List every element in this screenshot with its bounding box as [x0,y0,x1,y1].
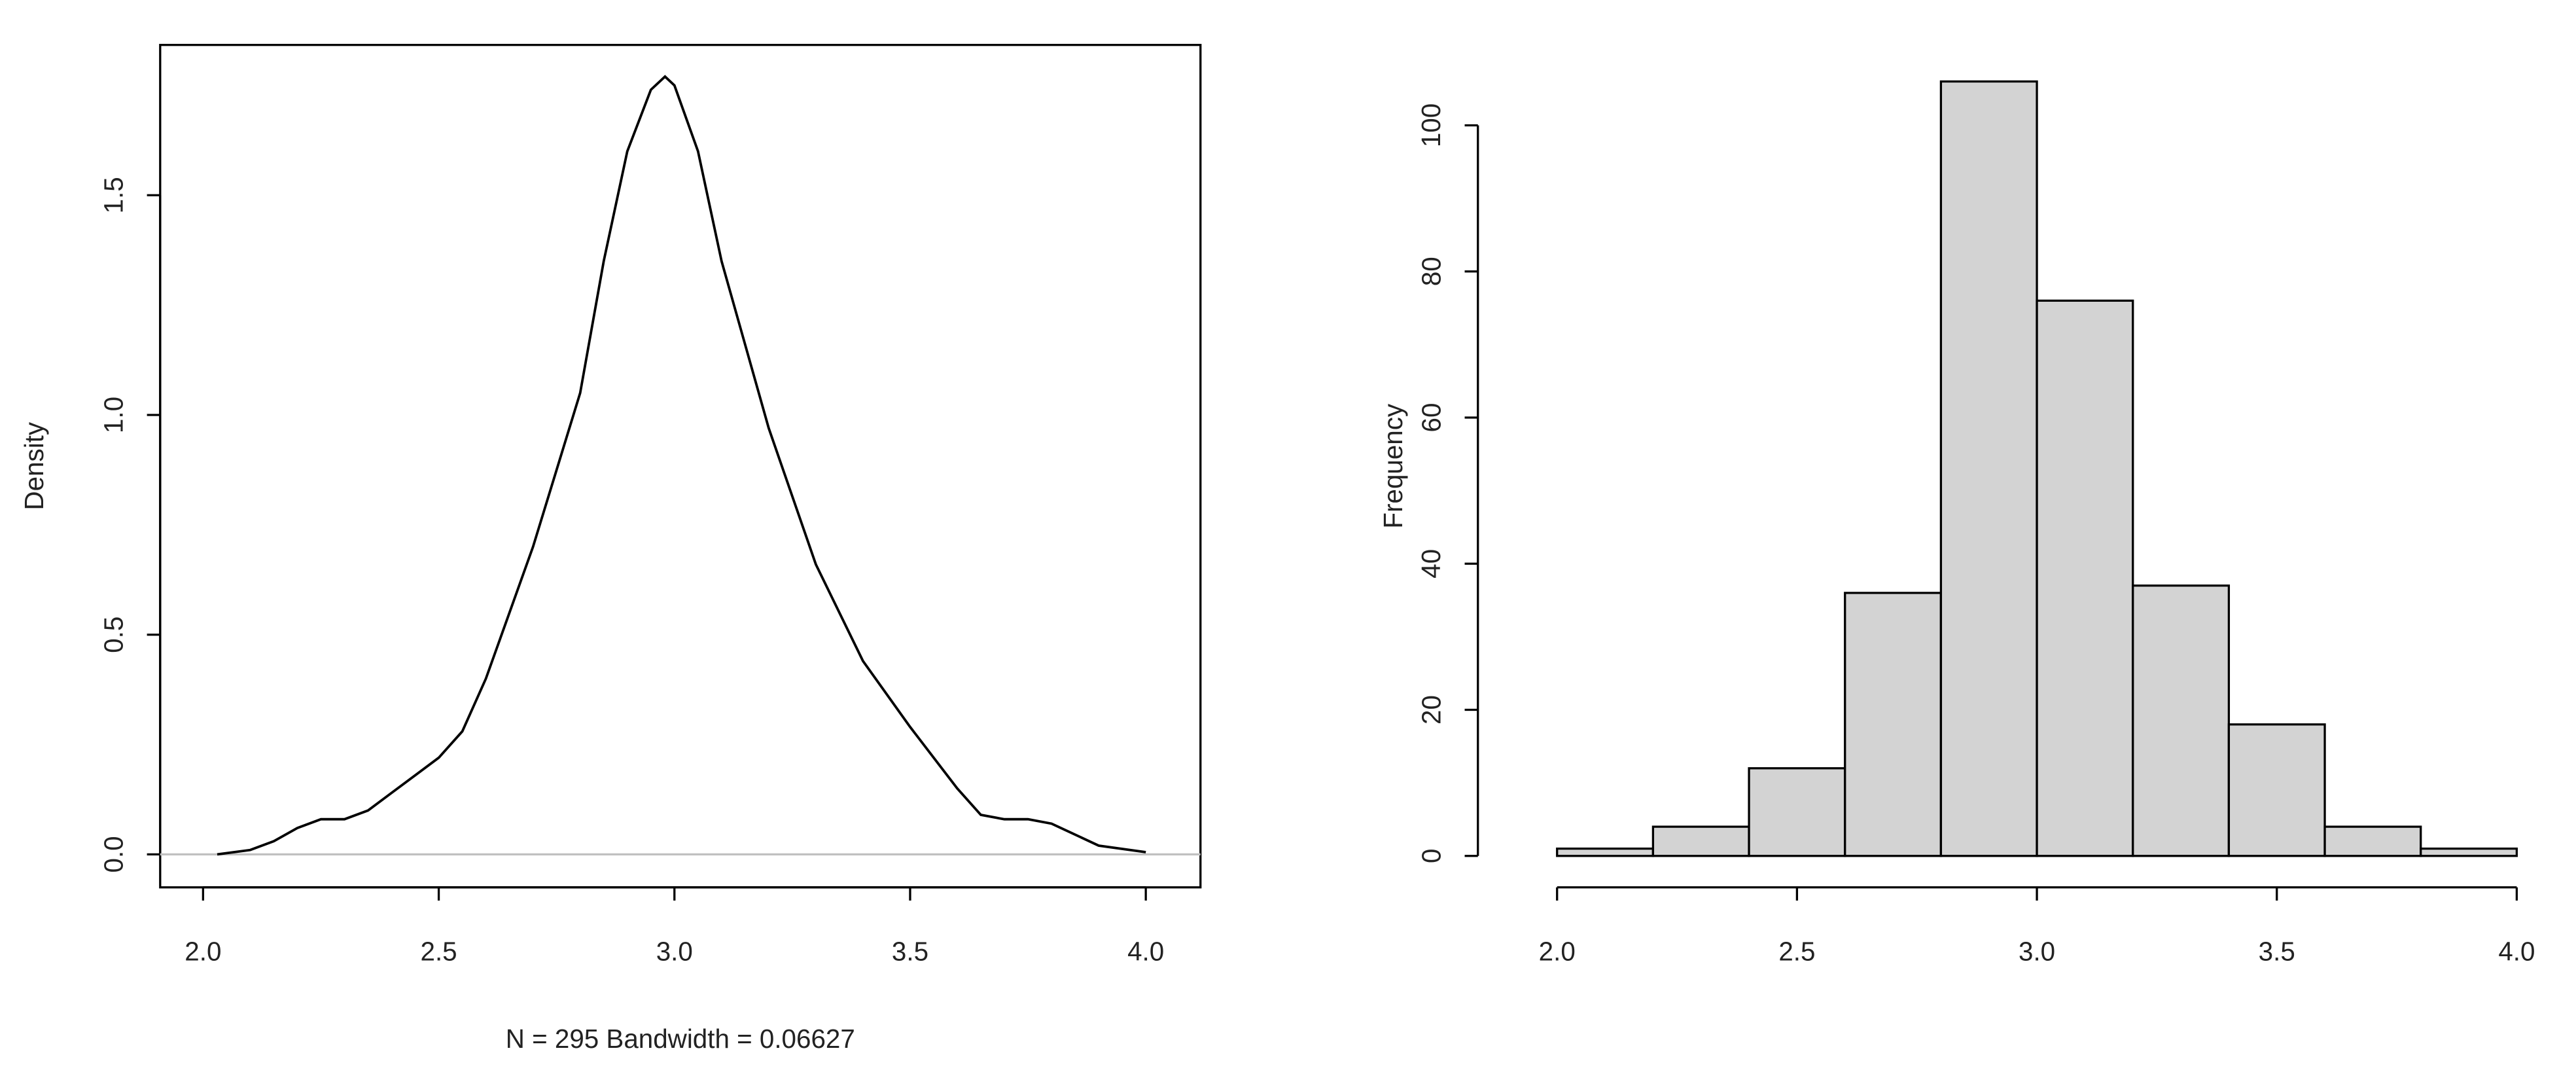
bar [2323,825,2422,857]
bar [2132,584,2231,857]
y-tick-label: 60 [1416,403,1446,433]
y-axis-label: Frequency [1378,403,1408,529]
bar [2227,723,2326,857]
y-tick-label: 40 [1416,549,1446,579]
y-tick-label: 0 [1416,849,1446,863]
y-axis-label: Density [19,421,49,510]
density-line [217,75,1146,856]
x-tick-label: 2.5 [1778,936,1815,966]
x-tick-label: 3.5 [2259,936,2295,966]
x-tick-label: 2.0 [185,936,221,966]
x-tick-label: 3.0 [656,936,693,966]
x-tick-label: 4.0 [2498,936,2535,966]
x-tick-label: 3.5 [892,936,928,966]
plot-frame [159,44,1202,889]
bar [1939,80,2038,857]
y-tick-label: 80 [1416,257,1446,286]
bar [2420,847,2518,857]
bar [1748,767,1846,857]
x-axis-label: N = 295 Bandwidth = 0.06627 [506,1024,855,1054]
y-tick-label: 20 [1416,695,1446,725]
x-tick-label: 3.0 [2019,936,2055,966]
x-tick-label: 4.0 [1127,936,1164,966]
y-tick-label: 100 [1416,103,1446,147]
x-tick-label: 2.0 [1539,936,1576,966]
y-tick-label: 0.0 [98,836,128,872]
bar [1844,592,1943,857]
y-tick-label: 0.5 [98,617,128,653]
bar [2036,299,2134,857]
y-tick-label: 1.5 [98,177,128,213]
y-tick-label: 1.0 [98,397,128,433]
x-tick-label: 2.5 [421,936,457,966]
bar [1556,847,1655,857]
bar [1651,825,1750,857]
